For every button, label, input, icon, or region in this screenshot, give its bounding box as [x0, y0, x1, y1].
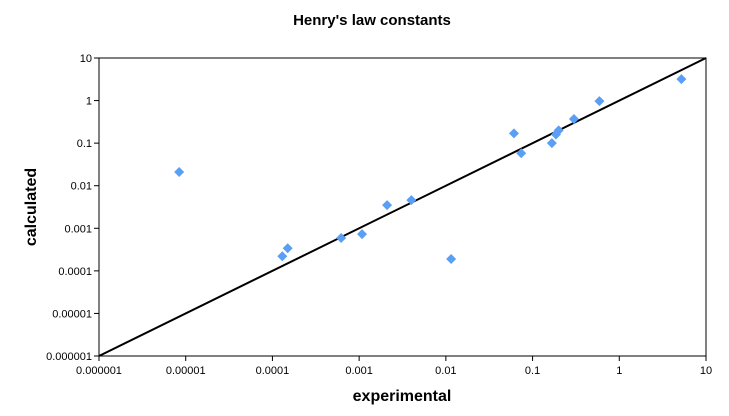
y-tick-label: 0.01 [71, 181, 92, 193]
data-point [546, 138, 557, 149]
data-point [174, 166, 185, 177]
data-point [568, 113, 579, 124]
data-point [553, 125, 564, 136]
data-point [277, 251, 288, 262]
data-point [406, 195, 417, 206]
data-point [446, 253, 457, 264]
y-tick-label: 0.001 [64, 223, 92, 235]
data-point [336, 233, 347, 244]
data-point [382, 200, 393, 211]
y-tick-label: 0.000001 [46, 351, 92, 363]
y-tick-label: 1 [86, 96, 92, 108]
x-tick-label: 0.001 [345, 365, 373, 377]
x-tick-label: 1 [616, 365, 622, 377]
x-tick-label: 0.1 [525, 365, 540, 377]
y-tick-label: 10 [80, 53, 92, 65]
chart-title: Henry's law constants [293, 12, 451, 29]
x-tick-label: 0.01 [435, 365, 456, 377]
y-axis-label: calculated [23, 168, 40, 246]
y-tick-label: 0.0001 [58, 266, 92, 278]
x-tick-label: 10 [700, 365, 712, 377]
x-axis-label: experimental [353, 388, 452, 405]
data-point [594, 96, 605, 107]
y-tick-label: 0.00001 [52, 308, 92, 320]
data-point [676, 74, 687, 85]
reference-line [98, 57, 707, 357]
x-tick-label: 0.00001 [166, 365, 206, 377]
data-point [508, 128, 519, 139]
y-tick-label: 0.1 [77, 138, 92, 150]
x-tick-label: 0.000001 [76, 365, 122, 377]
data-point [282, 243, 293, 254]
data-point [516, 148, 527, 159]
data-point [357, 229, 368, 240]
x-tick-label: 0.0001 [256, 365, 290, 377]
